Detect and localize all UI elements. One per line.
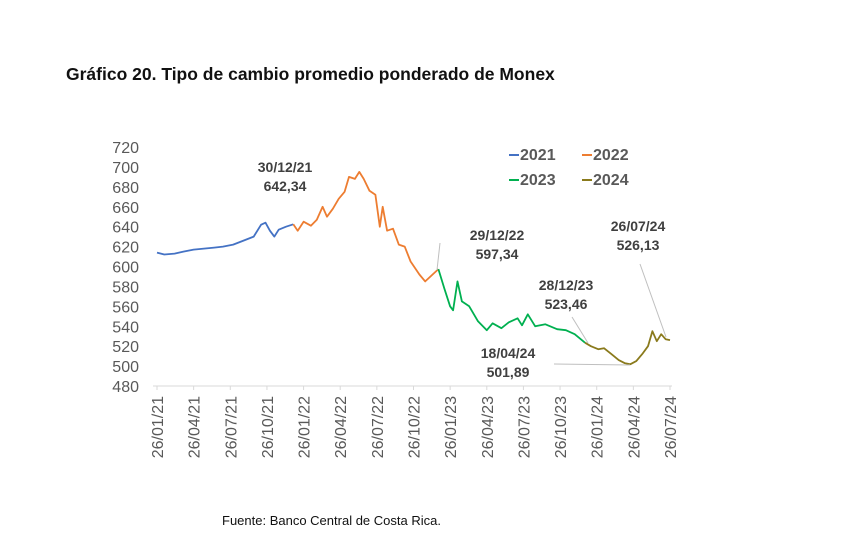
legend-label-2022: 2022 [593,147,629,164]
annotations: 30/12/21 642,34 29/12/22 597,34 28/12/23 523,… [258,159,667,380]
annotation-leader-line [639,263,667,338]
annotation-leader-line [436,242,441,271]
series-line-2021 [156,221,294,256]
x-tick-label: 26/10/23 [553,396,570,458]
legend: 2021 2022 2023 2024 [509,147,629,189]
annotation-value: 523,46 [545,296,588,312]
annotation-date: 30/12/21 [258,159,313,175]
legend-label-2021: 2021 [520,147,556,164]
y-tick-label: 620 [112,240,139,257]
x-tick-label: 26/04/24 [626,396,643,458]
x-tick-label: 26/01/23 [443,396,460,458]
y-tick-label: 480 [112,379,139,396]
x-tick-label: 26/07/22 [370,396,387,458]
x-tick-label: 26/07/21 [223,396,240,458]
y-tick-label: 580 [112,279,139,296]
y-tick-label: 660 [112,200,139,217]
annotation-date: 29/12/22 [470,227,525,243]
series-line-2022 [292,171,440,283]
x-tick-label: 26/04/23 [480,396,497,458]
y-tick-label: 720 [112,140,139,157]
x-tick-label: 26/04/21 [187,396,204,458]
series-line-2024 [584,330,671,366]
x-tick-label: 26/01/22 [297,396,314,458]
source-note: Fuente: Banco Central de Costa Rica. [222,513,441,528]
annotation-leader-line [553,363,631,366]
annotation-value: 642,34 [264,178,307,194]
x-tick-label: 26/07/24 [663,396,680,458]
legend-label-2024: 2024 [593,172,629,189]
y-tick-label: 700 [112,160,139,177]
annotation-value: 526,13 [617,237,660,253]
y-tick-label: 640 [112,220,139,237]
x-tick-label: 26/10/21 [260,396,277,458]
x-tick-label: 26/04/22 [333,396,350,458]
series-line-2023 [437,268,586,344]
series-lines [156,171,671,366]
legend-label-2023: 2023 [520,172,556,189]
x-tick-label: 26/01/24 [590,396,607,458]
y-tick-label: 540 [112,319,139,336]
y-tick-label: 560 [112,299,139,316]
y-tick-label: 680 [112,180,139,197]
x-tick-label: 26/07/23 [516,396,533,458]
x-tick-label: 26/01/21 [150,396,167,458]
annotation-leader-line [571,316,589,344]
annotation-date: 18/04/24 [481,345,536,361]
y-tick-label: 600 [112,260,139,277]
chart-title: Gráfico 20. Tipo de cambio promedio pond… [66,64,555,84]
axes: 480 500 520 540 560 580 600 620 640 660 680 700 720 2… [112,140,680,458]
annotation-date: 26/07/24 [611,218,666,234]
y-tick-label: 520 [112,339,139,356]
annotation-value: 501,89 [487,364,530,380]
annotation-date: 28/12/23 [539,277,594,293]
y-tick-label: 500 [112,359,139,376]
x-tick-label: 26/10/22 [407,396,424,458]
annotation-value: 597,34 [476,246,519,262]
